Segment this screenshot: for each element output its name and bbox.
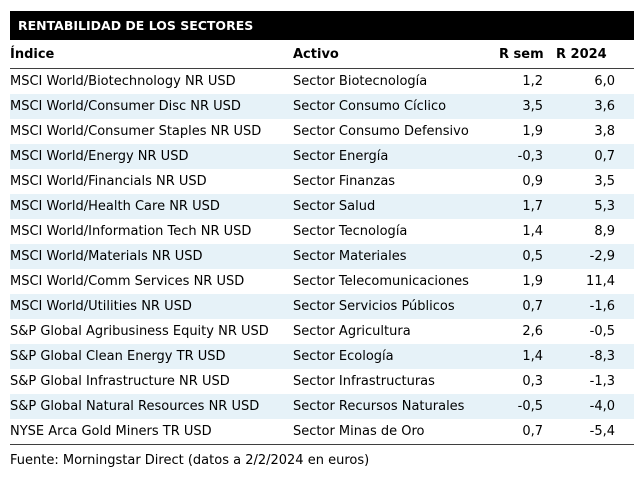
r2024-cell: -0,5 — [589, 324, 615, 339]
table-row: MSCI World/Materials NR USD Sector Materi… — [10, 244, 634, 269]
asset-cell: Sector Consumo Cíclico — [293, 99, 447, 114]
rsem-cell: 1,7 — [522, 199, 543, 214]
asset-cell: Sector Agricultura — [293, 324, 411, 339]
r2024-cell: -1,6 — [589, 299, 615, 314]
index-cell: MSCI World/Energy NR USD — [10, 149, 189, 164]
table-row: S&P Global Clean Energy TR USD Sector Eco… — [10, 344, 634, 369]
rsem-cell: 1,2 — [522, 74, 543, 89]
r2024-cell: 6,0 — [594, 74, 615, 89]
table-row: MSCI World/Information Tech NR USD Sector… — [10, 219, 634, 244]
rsem-cell: 0,9 — [522, 174, 543, 189]
rsem-cell: 1,4 — [522, 349, 543, 364]
table-row: MSCI World/Financials NR USD Sector Finan… — [10, 169, 634, 194]
rsem-cell: -0,3 — [517, 149, 543, 164]
asset-cell: Sector Minas de Oro — [293, 419, 499, 445]
column-header-rsem: R sem — [499, 40, 556, 69]
rsem-cell: 1,4 — [522, 224, 543, 239]
index-cell: MSCI World/Consumer Disc NR USD — [10, 99, 241, 114]
table-row: MSCI World/Biotechnology NR USD Sector Bi… — [10, 69, 634, 95]
rsem-cell: 3,5 — [522, 99, 543, 114]
r2024-cell: 8,9 — [594, 224, 615, 239]
table-row: S&P Global Agribusiness Equity NR USD Sec… — [10, 319, 634, 344]
r2024-cell: -1,3 — [589, 374, 615, 389]
index-cell: MSCI World/Materials NR USD — [10, 249, 203, 264]
rsem-cell: 0,5 — [522, 249, 543, 264]
figure-title: RENTABILIDAD DE LOS SECTORES — [10, 11, 634, 40]
index-cell: MSCI World/Biotechnology NR USD — [10, 74, 236, 89]
rsem-cell: 2,6 — [522, 324, 543, 339]
index-cell: NYSE Arca Gold Miners TR USD — [10, 419, 293, 445]
index-cell: S&P Global Agribusiness Equity NR USD — [10, 324, 269, 339]
asset-cell: Sector Tecnología — [293, 224, 408, 239]
table-row: MSCI World/Utilities NR USD Sector Servic… — [10, 294, 634, 319]
asset-cell: Sector Telecomunicaciones — [293, 274, 469, 289]
index-cell: MSCI World/Information Tech NR USD — [10, 224, 252, 239]
table-row: MSCI World/Energy NR USD Sector Energía -0… — [10, 144, 634, 169]
header-row: Índice Activo R sem R 2024 — [10, 40, 634, 69]
table-row: MSCI World/Consumer Disc NR USD Sector Co… — [10, 94, 634, 119]
index-cell: S&P Global Clean Energy TR USD — [10, 349, 226, 364]
r2024-cell: -5,4 — [556, 419, 634, 445]
column-header-activo: Activo — [293, 40, 499, 69]
r2024-cell: 3,5 — [594, 174, 615, 189]
table-row: MSCI World/Consumer Staples NR USD Sector… — [10, 119, 634, 144]
asset-cell: Sector Servicios Públicos — [293, 299, 455, 314]
rsem-cell: 0,7 — [522, 299, 543, 314]
table-row: MSCI World/Health Care NR USD Sector Salu… — [10, 194, 634, 219]
asset-cell: Sector Consumo Defensivo — [293, 124, 469, 139]
table-body: MSCI World/Biotechnology NR USD Sector Bi… — [10, 69, 634, 445]
source-note: Fuente: Morningstar Direct (datos a 2/2/… — [10, 453, 370, 468]
r2024-cell: 11,4 — [586, 274, 615, 289]
sectors-returns-figure: RENTABILIDAD DE LOS SECTORES Índice Acti… — [10, 11, 634, 468]
asset-cell: Sector Finanzas — [293, 174, 396, 189]
r2024-cell: 5,3 — [594, 199, 615, 214]
r2024-cell: 3,6 — [594, 99, 615, 114]
index-cell: S&P Global Natural Resources NR USD — [10, 399, 260, 414]
rsem-cell: 1,9 — [522, 124, 543, 139]
r2024-cell: -2,9 — [589, 249, 615, 264]
rsem-cell: -0,5 — [517, 399, 543, 414]
returns-table: Índice Activo R sem R 2024 MSCI World/Bi… — [10, 40, 634, 445]
asset-cell: Sector Energía — [293, 149, 389, 164]
asset-cell: Sector Recursos Naturales — [293, 399, 465, 414]
asset-cell: Sector Biotecnología — [293, 74, 428, 89]
r2024-cell: -8,3 — [589, 349, 615, 364]
rsem-cell: 1,9 — [522, 274, 543, 289]
index-cell: MSCI World/Comm Services NR USD — [10, 274, 245, 289]
asset-cell: Sector Infrastructuras — [293, 374, 435, 389]
index-cell: MSCI World/Financials NR USD — [10, 174, 207, 189]
index-cell: MSCI World/Utilities NR USD — [10, 299, 192, 314]
column-header-r2024: R 2024 — [556, 40, 634, 69]
r2024-cell: 3,8 — [594, 124, 615, 139]
table-row: NYSE Arca Gold Miners TR USD Sector Minas… — [10, 419, 634, 445]
table-row: S&P Global Natural Resources NR USD Secto… — [10, 394, 634, 419]
table-row: S&P Global Infrastructure NR USD Sector I… — [10, 369, 634, 394]
index-cell: MSCI World/Health Care NR USD — [10, 199, 220, 214]
index-cell: MSCI World/Consumer Staples NR USD — [10, 124, 262, 139]
r2024-cell: 0,7 — [594, 149, 615, 164]
asset-cell: Sector Ecología — [293, 349, 394, 364]
index-cell: S&P Global Infrastructure NR USD — [10, 374, 230, 389]
r2024-cell: -4,0 — [589, 399, 615, 414]
asset-cell: Sector Materiales — [293, 249, 407, 264]
asset-cell: Sector Salud — [293, 199, 376, 214]
table-row: MSCI World/Comm Services NR USD Sector Te… — [10, 269, 634, 294]
column-header-indice: Índice — [10, 40, 293, 69]
rsem-cell: 0,3 — [522, 374, 543, 389]
rsem-cell: 0,7 — [499, 419, 556, 445]
